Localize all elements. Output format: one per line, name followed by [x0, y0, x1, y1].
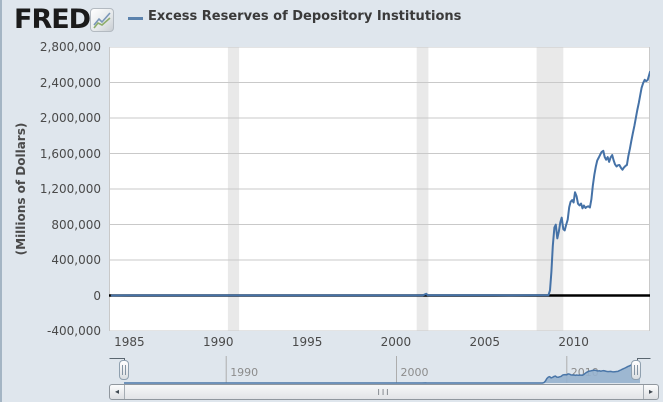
y-axis-tick-label: 400,000: [51, 253, 101, 267]
main-chart-svg: [109, 47, 650, 331]
range-selector-right-handle[interactable]: [631, 360, 641, 380]
handle-grip-icon: [634, 365, 638, 375]
y-axis-tick-label: -400,000: [47, 324, 101, 338]
range-selector-minimap[interactable]: 1990 2000 2010: [109, 352, 657, 385]
x-axis-tick-label: 1985: [114, 335, 145, 349]
scrollbar-thumb[interactable]: III: [125, 385, 643, 399]
scrollbar-left-arrow-icon[interactable]: ◂: [110, 385, 125, 399]
y-axis-tick-label: 800,000: [51, 217, 101, 232]
x-axis-tick-label: 1990: [202, 335, 234, 349]
chart-title: Excess Reserves of Depository Institutio…: [148, 9, 462, 24]
plot-area[interactable]: [109, 47, 650, 331]
range-selector-left-handle[interactable]: [119, 360, 129, 380]
x-axis-tick-label: 2000: [380, 335, 412, 349]
minimap-area-fill: [124, 363, 640, 383]
handle-grip-icon: [122, 365, 126, 375]
minimap-tick-label: 2000: [401, 366, 429, 379]
line-chart-icon: [90, 8, 114, 32]
y-axis-tick-label: 1,200,000: [39, 182, 101, 196]
fred-logo: FRED®: [14, 4, 97, 35]
minimap-series-line: [124, 362, 641, 384]
scrollbar-thumb-grip-icon: III: [377, 388, 391, 397]
scrollbar-right-arrow-icon[interactable]: ▸: [643, 385, 658, 399]
horizontal-scrollbar[interactable]: ◂ III ▸: [109, 384, 659, 400]
y-axis-tick-label: 0: [93, 288, 101, 303]
y-axis-tick-label: 2,800,000: [39, 40, 101, 54]
series-legend-marker: [128, 17, 143, 20]
minimap-tick-label: 1990: [230, 366, 258, 379]
y-axis-tick-label: 2,000,000: [39, 111, 101, 125]
y-axis-tick-label: 1,600,000: [39, 146, 101, 161]
data-series-line: [110, 70, 650, 297]
x-axis-tick-label: 1995: [291, 335, 323, 349]
x-axis-tick-label: 2005: [469, 335, 501, 349]
y-axis-tick-label: 2,400,000: [39, 75, 101, 90]
x-axis-tick-label: 2010: [558, 335, 589, 349]
